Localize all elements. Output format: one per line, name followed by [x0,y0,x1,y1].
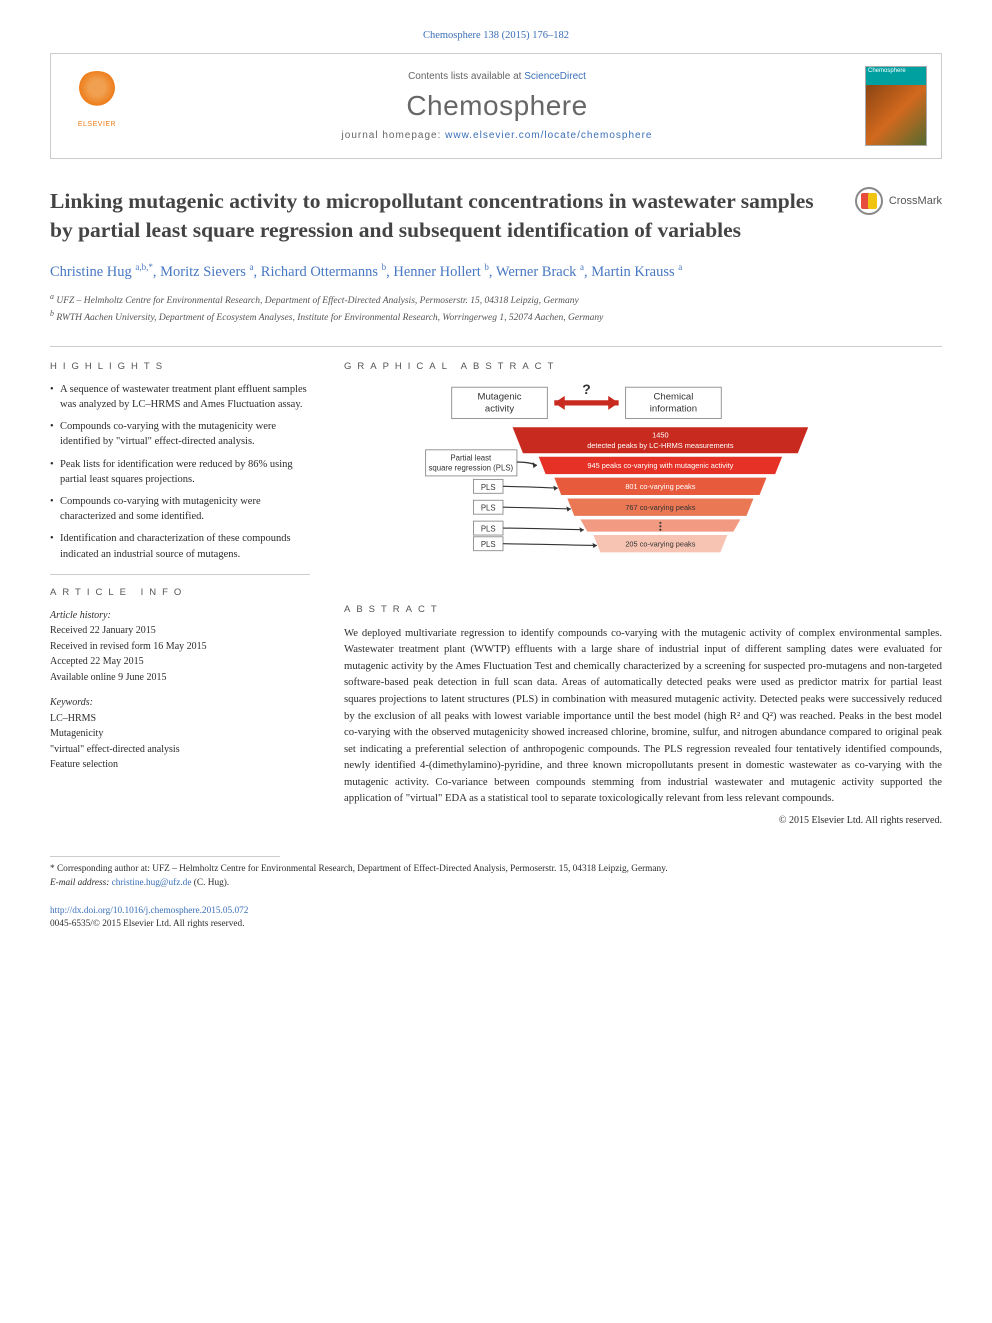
copyright-line: © 2015 Elsevier Ltd. All rights reserved… [344,815,942,826]
homepage-line: journal homepage: www.elsevier.com/locat… [143,130,851,141]
highlight-item: Identification and characterization of t… [50,531,310,561]
highlights-heading: HIGHLIGHTS [50,361,310,372]
contents-available-line: Contents lists available at ScienceDirec… [143,71,851,82]
journal-name: Chemosphere [143,90,851,122]
highlights-list: A sequence of wastewater treatment plant… [50,382,310,562]
svg-text:945 peaks co-varying with muta: 945 peaks co-varying with mutagenic acti… [587,461,733,470]
graphical-abstract-heading: GRAPHICAL ABSTRACT [344,361,942,372]
crossmark-icon [855,187,883,215]
article-title: Linking mutagenic activity to micropollu… [50,187,835,245]
elsevier-logo: ELSEVIER [65,71,129,141]
authors-list: Christine Hug a,b,*, Moritz Sievers a, R… [50,261,942,283]
doi-link[interactable]: http://dx.doi.org/10.1016/j.chemosphere.… [50,906,248,916]
svg-text:801 co-varying peaks: 801 co-varying peaks [625,482,695,491]
svg-text:information: information [650,403,697,414]
doi-block: http://dx.doi.org/10.1016/j.chemosphere.… [50,905,942,932]
svg-text:Partial least: Partial least [450,453,492,462]
affiliations: a UFZ – Helmholtz Centre for Environment… [50,291,942,326]
highlight-item: Compounds co-varying with mutagenicity w… [50,494,310,524]
journal-header-card: ELSEVIER Contents lists available at Sci… [50,53,942,159]
svg-text:1450: 1450 [652,430,668,439]
citation-line: Chemosphere 138 (2015) 176–182 [50,30,942,41]
svg-text:PLS: PLS [481,524,496,533]
svg-text:PLS: PLS [481,540,496,549]
svg-text:?: ? [582,382,591,397]
journal-cover-thumbnail: Chemosphere [865,66,927,146]
svg-text:square regression (PLS): square regression (PLS) [428,463,513,472]
highlight-item: A sequence of wastewater treatment plant… [50,382,310,412]
svg-text:767 co-varying peaks: 767 co-varying peaks [625,503,695,512]
abstract-heading: ABSTRACT [344,604,942,615]
svg-text:PLS: PLS [481,483,496,492]
highlight-item: Peak lists for identification were reduc… [50,457,310,487]
svg-text:detected peaks by LC-HRMS meas: detected peaks by LC-HRMS measurements [587,441,734,450]
email-link[interactable]: christine.hug@ufz.de [112,878,192,888]
corresponding-author-footnote: * Corresponding author at: UFZ – Helmhol… [50,863,942,891]
svg-text:Chemical: Chemical [654,391,694,402]
svg-text:205 co-varying peaks: 205 co-varying peaks [625,539,695,548]
svg-text:PLS: PLS [481,503,496,512]
svg-text:Mutagenic: Mutagenic [477,391,521,402]
crossmark-label: CrossMark [889,195,942,207]
svg-text:activity: activity [485,403,514,414]
journal-homepage-link[interactable]: www.elsevier.com/locate/chemosphere [445,130,652,141]
article-history: Article history: Received 22 January 201… [50,608,310,686]
graphical-abstract-figure: Mutagenicactivity Chemicalinformation? 145… [344,382,942,582]
abstract-text: We deployed multivariate regression to i… [344,625,942,807]
crossmark-badge[interactable]: CrossMark [855,187,942,215]
keywords-block: Keywords: LC–HRMSMutagenicity"virtual" e… [50,695,310,773]
article-info-heading: ARTICLE INFO [50,587,310,598]
highlight-item: Compounds co-varying with the mutagenici… [50,419,310,449]
sciencedirect-link[interactable]: ScienceDirect [524,71,586,82]
